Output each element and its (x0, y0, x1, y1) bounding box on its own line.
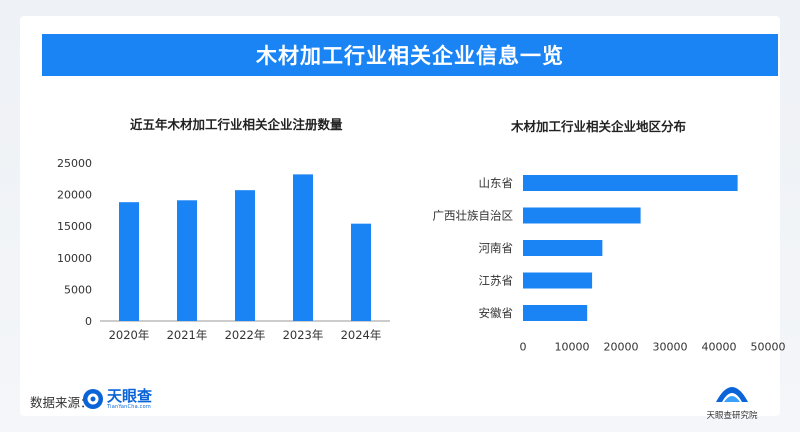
x-tick-label: 2020年 (109, 328, 150, 342)
tianyancha-logo: 天眼查 TianYanCha.com (82, 388, 152, 410)
title-banner: 木材加工行业相关企业信息一览 (42, 34, 778, 76)
x-tick-label: 20000 (604, 341, 639, 354)
bar-chart-title: 近五年木材加工行业相关企业注册数量 (130, 117, 343, 132)
bar (523, 305, 588, 321)
x-tick-label: 40000 (702, 341, 737, 354)
y-tick-label: 0 (85, 315, 92, 328)
y-tick-label: 广西壮族自治区 (433, 209, 514, 223)
page-title: 木材加工行业相关企业信息一览 (256, 44, 564, 68)
bar (523, 240, 603, 256)
content-card (20, 16, 780, 416)
tianyancha-logo-icon (83, 389, 103, 409)
y-tick-label: 15000 (57, 220, 92, 233)
bar (523, 207, 641, 224)
x-tick-label: 30000 (653, 341, 688, 354)
bar (235, 190, 255, 321)
y-tick-label: 江苏省 (479, 274, 514, 288)
hbar-chart-title: 木材加工行业相关企业地区分布 (511, 119, 687, 134)
x-tick-label: 50000 (751, 341, 786, 354)
bar (119, 202, 139, 321)
registration-bar-chart: 0 5000 10000 15000 20000 25000 2020年 2021年 2022年… (57, 157, 390, 342)
institute-name: 天眼查研究院 (706, 411, 758, 421)
y-tick-label: 20000 (57, 189, 92, 202)
x-tick-label: 2023年 (283, 328, 324, 342)
x-tick-label: 2022年 (225, 328, 266, 342)
x-tick-label: 0 (520, 341, 527, 354)
institute-logo-icon (716, 387, 748, 402)
bar (177, 200, 197, 321)
logo-subtitle: TianYanCha.com (107, 403, 151, 410)
y-tick-label: 5000 (64, 283, 92, 296)
bar (293, 174, 313, 321)
source-label: 数据来源： (30, 395, 93, 410)
y-tick-label: 25000 (57, 157, 92, 170)
y-tick-label: 安徽省 (479, 306, 514, 320)
y-tick-label: 河南省 (479, 241, 514, 255)
x-tick-label: 2021年 (167, 328, 208, 342)
logo-name: 天眼查 (107, 386, 153, 405)
institute-logo: 天眼查研究院 (700, 378, 764, 421)
x-tick-label: 10000 (555, 341, 590, 354)
bar (523, 175, 738, 191)
bar (351, 223, 371, 321)
y-tick-label: 山东省 (479, 176, 514, 190)
bar (523, 272, 593, 289)
x-tick-label: 2024年 (341, 328, 382, 342)
y-tick-label: 10000 (57, 252, 92, 265)
